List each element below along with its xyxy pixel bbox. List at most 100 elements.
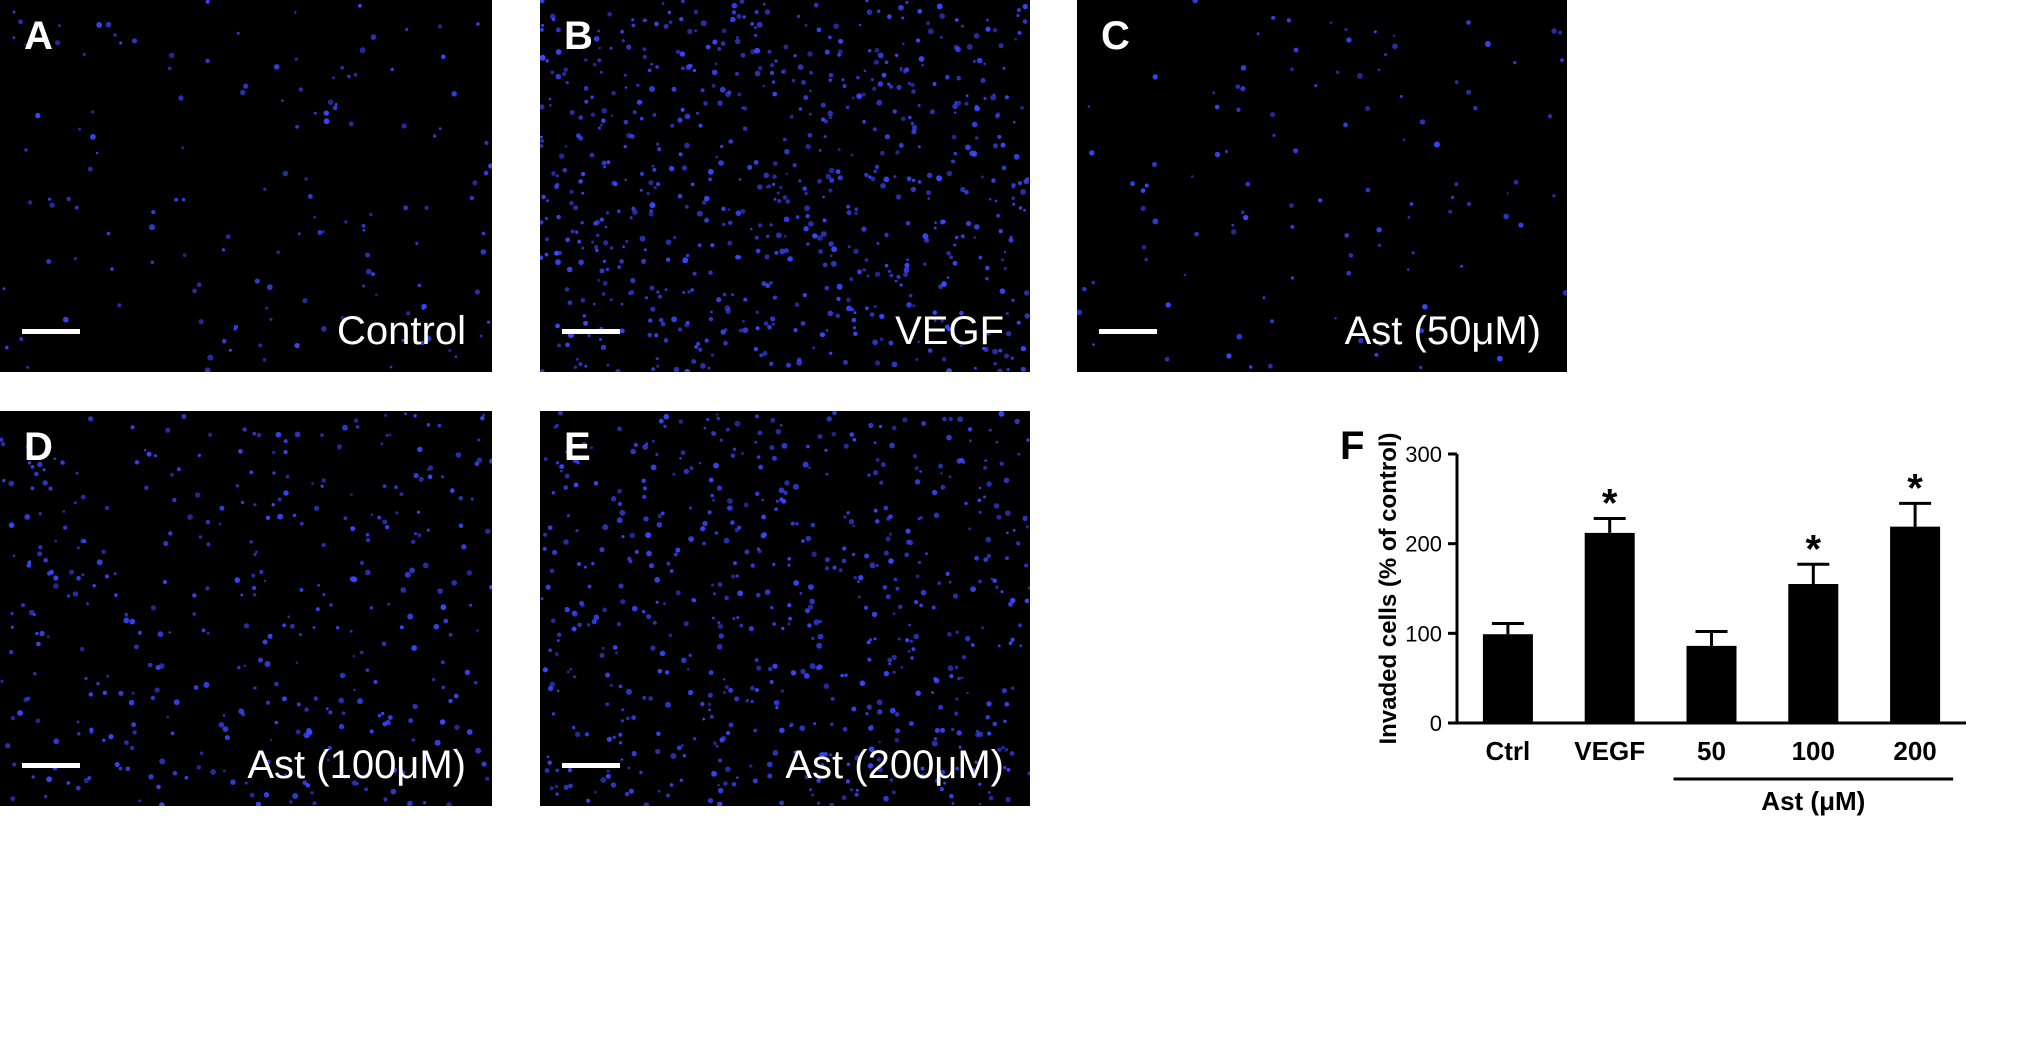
cell-nucleus: [711, 431, 716, 436]
cell-nucleus: [711, 69, 718, 76]
cell-nucleus: [688, 536, 694, 542]
cell-nucleus: [181, 197, 186, 202]
cell-nucleus: [617, 426, 622, 432]
cell-nucleus: [920, 766, 925, 771]
cell-nucleus: [263, 187, 267, 192]
cell-nucleus: [1230, 229, 1237, 235]
cell-nucleus: [222, 714, 226, 717]
cell-nucleus: [983, 495, 986, 499]
cell-nucleus: [959, 458, 964, 463]
cell-nucleus: [571, 626, 577, 632]
cell-nucleus: [470, 497, 474, 501]
cell-nucleus: [653, 186, 657, 190]
cell-nucleus: [761, 281, 767, 287]
cell-nucleus: [933, 512, 940, 519]
cell-nucleus: [1091, 280, 1096, 285]
cell-nucleus: [900, 666, 904, 669]
cell-nucleus: [968, 439, 972, 443]
micrograph-panel-b: B VEGF: [540, 0, 1030, 372]
cell-nucleus: [579, 600, 584, 606]
cell-nucleus: [876, 564, 879, 567]
cell-nucleus: [1001, 688, 1007, 694]
cell-nucleus: [78, 127, 81, 131]
x-tick-label: 50: [1697, 736, 1726, 766]
cell-nucleus: [765, 234, 770, 239]
cell-nucleus: [897, 637, 901, 641]
cell-nucleus: [603, 165, 606, 169]
cell-nucleus: [644, 19, 648, 22]
cell-nucleus: [314, 505, 320, 511]
cell-nucleus: [550, 618, 556, 624]
cell-nucleus: [131, 722, 137, 728]
cell-nucleus: [580, 221, 584, 225]
cell-nucleus: [707, 702, 712, 706]
cell-nucleus: [894, 279, 898, 283]
cell-nucleus: [828, 35, 832, 40]
cell-nucleus: [1262, 296, 1266, 300]
cell-nucleus: [754, 10, 759, 15]
cell-nucleus: [584, 23, 589, 29]
cell-nucleus: [761, 514, 766, 520]
cell-nucleus: [978, 579, 982, 584]
cell-nucleus: [86, 602, 89, 606]
cell-nucleus: [1014, 37, 1017, 41]
cell-nucleus: [864, 605, 868, 610]
cell-nucleus: [566, 266, 573, 273]
cell-nucleus: [159, 802, 165, 806]
cell-nucleus: [895, 728, 901, 734]
scale-bar-a: [22, 329, 80, 334]
cell-nucleus: [878, 424, 883, 429]
cell-nucleus: [783, 235, 787, 238]
cell-nucleus: [823, 119, 828, 124]
cell-nucleus: [553, 425, 557, 429]
cell-nucleus: [846, 762, 851, 766]
cell-nucleus: [47, 635, 50, 638]
cell-nucleus: [933, 226, 937, 230]
cell-nucleus: [727, 240, 733, 246]
cell-nucleus: [677, 193, 683, 199]
cell-nucleus: [30, 464, 35, 469]
cell-nucleus: [1503, 213, 1509, 220]
cell-nucleus: [421, 303, 427, 310]
cell-nucleus: [792, 483, 799, 490]
cell-nucleus: [1551, 28, 1557, 34]
cell-nucleus: [302, 780, 308, 786]
cell-nucleus: [192, 593, 197, 598]
cell-nucleus: [899, 66, 903, 70]
cell-nucleus: [682, 291, 686, 294]
cell-nucleus: [663, 602, 666, 605]
cell-nucleus: [919, 470, 922, 473]
cell-nucleus: [852, 438, 857, 442]
cell-nucleus: [587, 584, 592, 589]
cell-nucleus: [917, 104, 921, 107]
cell-nucleus: [813, 619, 820, 626]
cell-nucleus: [677, 327, 683, 332]
cell-nucleus: [241, 712, 246, 717]
cell-nucleus: [198, 319, 204, 325]
cell-nucleus: [981, 626, 984, 630]
cell-nucleus: [664, 288, 668, 291]
cell-nucleus: [883, 670, 890, 677]
cell-nucleus: [557, 411, 563, 416]
cell-nucleus: [807, 604, 814, 610]
cell-nucleus: [652, 620, 657, 625]
cell-nucleus: [949, 255, 953, 259]
cell-nucleus: [715, 155, 718, 159]
cell-nucleus: [679, 778, 683, 782]
cell-nucleus: [480, 249, 487, 255]
cell-nucleus: [923, 262, 927, 266]
cell-nucleus: [804, 23, 808, 27]
cell-nucleus: [880, 462, 886, 468]
panel-letter-a: A: [24, 14, 53, 58]
cell-nucleus: [565, 450, 569, 454]
cell-nucleus: [547, 525, 553, 531]
cell-nucleus: [130, 425, 135, 430]
cell-nucleus: [973, 60, 976, 63]
cell-nucleus: [488, 163, 492, 169]
cell-nucleus: [1191, 175, 1194, 178]
cell-nucleus: [681, 165, 688, 171]
cell-nucleus: [554, 784, 559, 789]
cell-nucleus: [680, 450, 686, 456]
cell-nucleus: [1022, 19, 1028, 24]
cell-nucleus: [1236, 107, 1241, 113]
